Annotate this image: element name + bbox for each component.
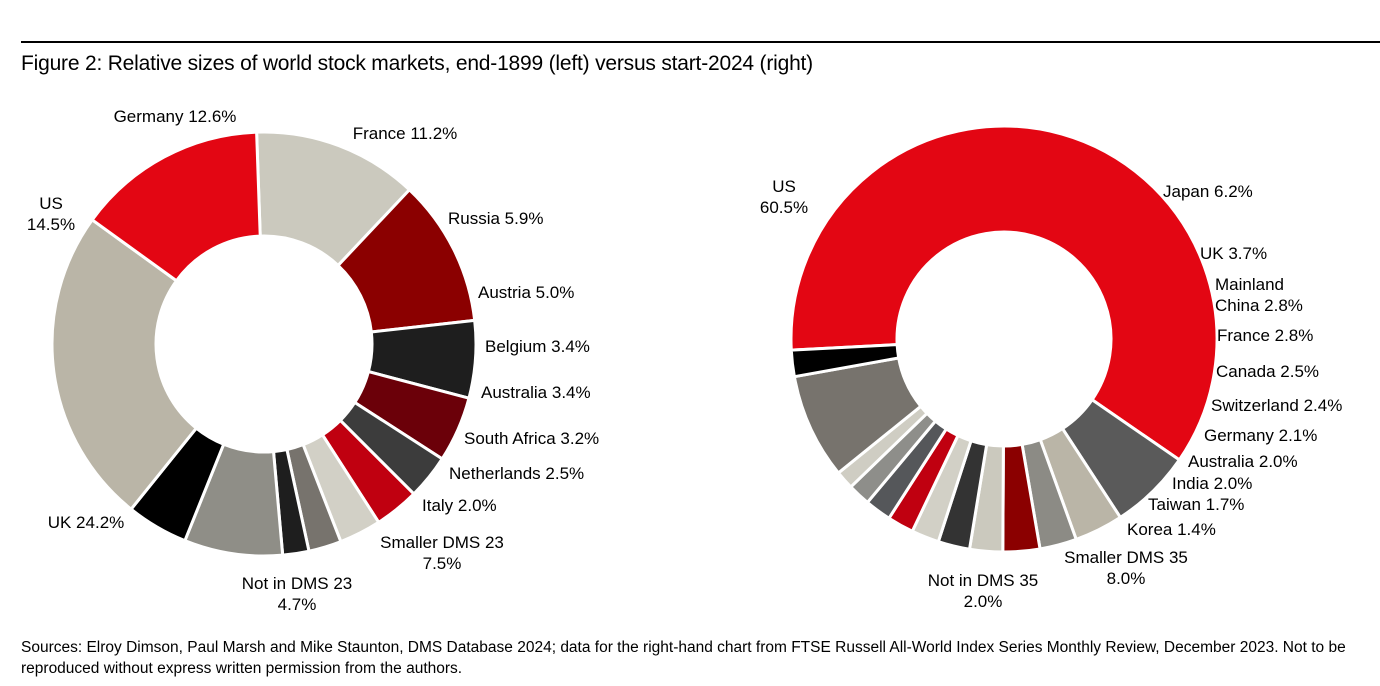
slice-label-uk: UK 24.2% [48, 513, 125, 532]
slice-label-austria: Austria 5.0% [478, 283, 574, 302]
slice-label-russia: Russia 5.9% [448, 209, 543, 228]
slice-label-india: India 2.0% [1172, 474, 1252, 493]
donut-chart-1899: Germany 12.6% France 11.2% Russia 5.9% Aust… [27, 107, 599, 614]
slice-label-smaller-dms-23: Smaller DMS 23 7.5% [380, 533, 504, 573]
slice-label-switzerland: Switzerland 2.4% [1211, 396, 1342, 415]
slice-label-france: France 11.2% [353, 124, 458, 143]
slice-label-france: France 2.8% [1217, 326, 1313, 345]
slice-label-us: US 60.5% [760, 177, 808, 217]
slice-label-netherlands: Netherlands 2.5% [449, 464, 584, 483]
source-note: Sources: Elroy Dimson, Paul Marsh and Mi… [21, 639, 1346, 677]
slice-label-canada: Canada 2.5% [1216, 362, 1319, 381]
slice-label-us: US 14.5% [27, 194, 75, 234]
slice-label-korea: Korea 1.4% [1127, 520, 1216, 539]
slice-not-in-dms-35 [789, 343, 901, 379]
slice-label-italy: Italy 2.0% [422, 496, 497, 515]
slice-us [789, 124, 1219, 462]
top-rule [21, 41, 1380, 43]
slice-label-japan: Japan 6.2% [1163, 182, 1253, 201]
slice-label-australia: Australia 3.4% [481, 383, 591, 402]
slice-label-smaller-dms-35: Smaller DMS 35 8.0% [1064, 548, 1188, 588]
slice-label-germany: Germany 2.1% [1204, 426, 1317, 445]
slice-label-uk: UK 3.7% [1200, 244, 1267, 263]
slice-label-taiwan: Taiwan 1.7% [1148, 495, 1244, 514]
slice-label-not-in-dms-23: Not in DMS 23 4.7% [242, 574, 353, 614]
slice-label-south-africa: South Africa 3.2% [464, 429, 599, 448]
slice-label-not-in-dms-35: Not in DMS 35 2.0% [928, 571, 1039, 611]
slice-label-germany: Germany 12.6% [114, 107, 237, 126]
donut-chart-2024: US 60.5% Japan 6.2% UK 3.7% Mainland China 2.… [760, 124, 1342, 611]
slice-label-belgium: Belgium 3.4% [485, 337, 590, 356]
slice-label-australia: Australia 2.0% [1188, 452, 1298, 471]
slice-uk [50, 218, 198, 511]
slice-label-mainland-china: Mainland China 2.8% [1215, 275, 1303, 315]
slice-us [90, 130, 262, 283]
figure-title: Figure 2: Relative sizes of world stock … [21, 52, 813, 75]
